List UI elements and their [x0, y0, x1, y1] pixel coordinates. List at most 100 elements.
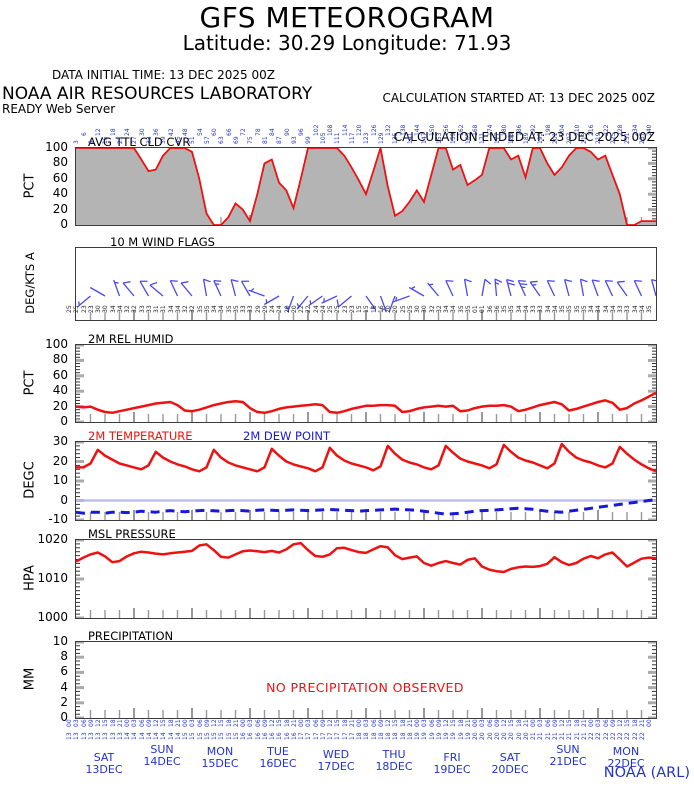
bottom-hour-label: 15 [218, 719, 226, 727]
date-dow: WED [322, 748, 350, 761]
date-label: MON 22DEC [597, 746, 655, 770]
top-hour-label: 117 [348, 132, 356, 144]
ytick-label: 1000 [37, 610, 68, 624]
bottom-day-label: 19 [421, 732, 429, 740]
top-hour-label: 174 [486, 124, 494, 136]
wind-dir-label: 34 [174, 305, 182, 313]
top-hour-label: 99 [305, 136, 313, 144]
ytick-label: 10 [52, 634, 68, 648]
ytick-label: 4 [60, 679, 68, 694]
bottom-day-label: 14 [131, 732, 139, 740]
wind-dir-label: 25 [399, 305, 407, 313]
top-hour-label: 162 [457, 124, 465, 136]
bottom-hour-label: 18 [457, 719, 465, 727]
top-hour-label: 123 [363, 132, 371, 144]
bottom-hour-label: 21 [406, 719, 414, 727]
wind-barb [379, 295, 387, 313]
top-hour-label: 54 [196, 128, 204, 136]
bottom-day-label: 18 [399, 732, 407, 740]
wind-dir-label: 25 [334, 305, 342, 313]
top-hour-label: 114 [341, 124, 349, 136]
top-hour-label: 36 [153, 128, 160, 136]
bottom-day-label: 20 [522, 732, 530, 740]
date-value: 20DEC [491, 763, 529, 776]
top-hour-label: 30 [138, 128, 146, 136]
bottom-day-label: 18 [370, 732, 378, 740]
wind-barb [393, 295, 410, 303]
top-hour-label: 219 [595, 132, 603, 144]
bottom-day-label: 16 [254, 732, 262, 740]
top-hour-label: 63 [218, 136, 226, 144]
bottom-hour-label: 18 [225, 719, 233, 727]
wind-dir-label: 34 [631, 305, 639, 313]
bottom-day-label: 13 [73, 732, 81, 740]
bottom-day-label: 14 [174, 732, 182, 740]
bottom-day-label: 18 [363, 732, 371, 740]
date-value: 21DEC [549, 755, 587, 768]
wind-barb [427, 282, 439, 297]
bottom-hour-label: 15 [566, 719, 574, 727]
top-hour-label: 207 [566, 132, 574, 144]
bottom-hour-label: 18 [341, 719, 349, 727]
bottom-day-label: 20 [515, 732, 523, 740]
wind-dir-label: 35 [232, 305, 240, 313]
wind-barb [388, 295, 396, 313]
top-hour-label: 57 [203, 136, 211, 144]
date-dow: THU [382, 748, 406, 761]
bottom-day-label: 20 [486, 732, 494, 740]
bottom-day-label: 13 [116, 732, 124, 740]
wind-barb [89, 286, 106, 297]
wind-barb [494, 278, 503, 297]
date-value: 18DEC [375, 760, 413, 773]
bottom-day-label: 14 [167, 732, 175, 740]
pressure-panel-title: MSL PRESSURE [88, 527, 176, 541]
wind-dir-label: 33 [247, 305, 255, 313]
wind-dir-label: 23 [348, 305, 356, 313]
bottom-hour-label: 21 [232, 719, 240, 727]
wind-dir-label: 35 [464, 305, 472, 313]
wind-barb [365, 295, 377, 311]
ytick-label: 100 [45, 337, 68, 351]
bottom-day-label: 22 [609, 732, 617, 740]
wind-barb [139, 280, 150, 297]
wind-dir-label: 34 [167, 305, 175, 313]
bottom-day-label: 21 [544, 732, 552, 740]
wind-dir-label: 01 [479, 305, 487, 313]
date-dow: MON [612, 745, 640, 758]
bottom-hour-label: 03 [131, 719, 139, 727]
wind-dir-label: 30 [102, 305, 110, 313]
bottom-day-label: 21 [551, 732, 559, 740]
bottom-day-label: 17 [348, 732, 356, 740]
temperature-legend-label: 2M TEMPERATURE [88, 429, 193, 443]
date-label: FRI 19DEC [423, 752, 481, 776]
ytick-label: 80 [52, 352, 68, 367]
wind-dir-label: 34 [218, 305, 226, 313]
bottom-hour-label: 18 [109, 719, 117, 727]
bottom-hour-label: 06 [80, 719, 88, 727]
top-hour-label: 69 [232, 136, 240, 144]
humidity-panel-title: 2M REL HUMID [88, 332, 174, 346]
bottom-day-label: 18 [406, 732, 414, 740]
wind-dir-label: 35 [508, 305, 516, 313]
panel-plot-3 [75, 441, 657, 521]
date-dow: SUN [556, 743, 580, 756]
top-hour-label: 147 [421, 132, 429, 144]
ytick-label: 30 [52, 434, 68, 448]
date-dow: TUE [267, 745, 289, 758]
bottom-day-label: 22 [602, 732, 610, 740]
top-hour-label: 201 [551, 132, 559, 144]
top-hour-label: 225 [609, 132, 617, 144]
bottom-day-label: 20 [508, 732, 516, 740]
bottom-day-label: 14 [138, 732, 146, 740]
date-label: TUE 16DEC [249, 746, 307, 770]
bottom-day-label: 19 [464, 732, 472, 740]
top-hour-label: 129 [377, 132, 385, 144]
wind-dir-label: 23 [87, 305, 95, 313]
top-hour-label: 84 [269, 128, 276, 136]
bottom-day-label: 15 [203, 732, 211, 740]
wind-dir-label: 33 [537, 305, 545, 313]
noaa-arl-credit: NOAA (ARL) [603, 765, 690, 781]
wind-barb [308, 295, 323, 307]
wind-barb [463, 278, 472, 297]
bottom-day-label: 17 [319, 732, 327, 740]
